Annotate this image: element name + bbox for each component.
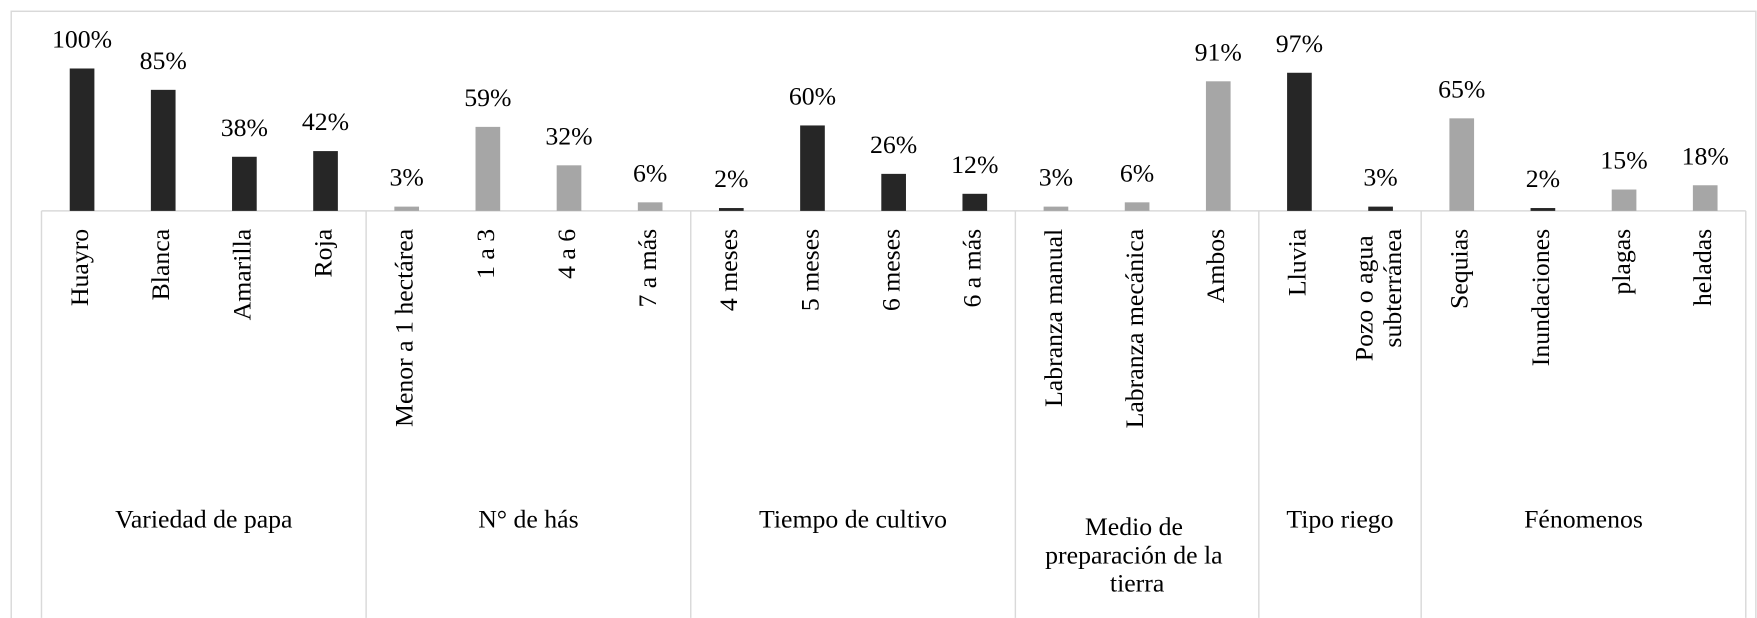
category-label: 4 meses xyxy=(714,229,743,311)
data-label: 18% xyxy=(1682,141,1729,170)
data-label: 60% xyxy=(789,81,836,110)
group-label: Tipo riego xyxy=(1286,504,1393,533)
data-label: 3% xyxy=(1039,163,1073,192)
bar xyxy=(1368,206,1393,211)
data-label: 6% xyxy=(633,158,667,187)
bar xyxy=(475,126,501,211)
category-label: heladas xyxy=(1688,229,1717,306)
category-label: Huayro xyxy=(65,229,94,306)
bar xyxy=(394,206,420,211)
bar xyxy=(1449,118,1475,211)
data-label: 100% xyxy=(52,25,112,54)
data-label: 65% xyxy=(1438,74,1485,103)
group-label: Fénomenos xyxy=(1524,504,1643,533)
category-label: Inundaciones xyxy=(1526,229,1555,366)
category-label: Sequias xyxy=(1445,229,1474,309)
bar xyxy=(962,193,988,211)
category-label: Labranza manual xyxy=(1039,229,1068,407)
data-label: 2% xyxy=(714,164,748,193)
category-label: 6 a más xyxy=(958,229,987,308)
group-label: Variedad de papa xyxy=(115,504,293,533)
bar xyxy=(69,68,95,211)
category-label: plagas xyxy=(1607,229,1636,295)
data-label: 15% xyxy=(1600,146,1647,175)
bar xyxy=(1043,206,1069,211)
bar xyxy=(1611,189,1637,211)
data-label: 85% xyxy=(140,46,187,75)
data-label: 97% xyxy=(1276,29,1323,58)
bar xyxy=(1124,202,1150,211)
bar xyxy=(718,208,744,211)
bar xyxy=(150,89,176,211)
group-label: Tiempo de cultivo xyxy=(759,504,947,533)
group-label: Medio de preparación de la tierra xyxy=(1045,512,1229,598)
category-label: Amarilla xyxy=(227,228,256,320)
data-label: 6% xyxy=(1120,158,1154,187)
data-label: 59% xyxy=(464,83,511,112)
data-label: 26% xyxy=(870,130,917,159)
data-label: 42% xyxy=(302,107,349,136)
bar xyxy=(881,173,906,211)
category-label: Blanca xyxy=(146,228,175,300)
data-label: 38% xyxy=(221,113,268,142)
category-label: Ambos xyxy=(1201,229,1230,303)
category-label: 6 meses xyxy=(877,229,906,311)
bar xyxy=(800,125,825,211)
category-label: Roja xyxy=(308,228,337,277)
bar xyxy=(313,151,338,211)
bar xyxy=(1287,72,1312,211)
category-label: 7 a más xyxy=(633,229,662,308)
data-label: 3% xyxy=(390,163,424,192)
bar xyxy=(556,165,582,211)
data-label: 2% xyxy=(1526,164,1560,193)
bar xyxy=(1205,81,1231,211)
bar xyxy=(637,202,663,211)
bar xyxy=(1530,208,1556,211)
group-label: N° de hás xyxy=(478,504,578,533)
category-label: Menor a 1 hectárea xyxy=(390,228,419,427)
category-label: Labranza mecánica xyxy=(1120,228,1149,428)
category-label: Pozo o agua subterránea xyxy=(1349,228,1406,361)
bar xyxy=(232,156,257,211)
data-label: 91% xyxy=(1195,37,1242,66)
category-label: 1 a 3 xyxy=(471,229,500,279)
category-label: 4 a 6 xyxy=(552,229,581,279)
data-label: 32% xyxy=(545,121,592,150)
frame xyxy=(10,10,1757,618)
category-label: 5 meses xyxy=(795,229,824,311)
category-label: Lluvia xyxy=(1282,228,1311,296)
bar xyxy=(1692,185,1718,211)
data-label: 12% xyxy=(951,150,998,179)
data-label: 3% xyxy=(1363,163,1397,192)
